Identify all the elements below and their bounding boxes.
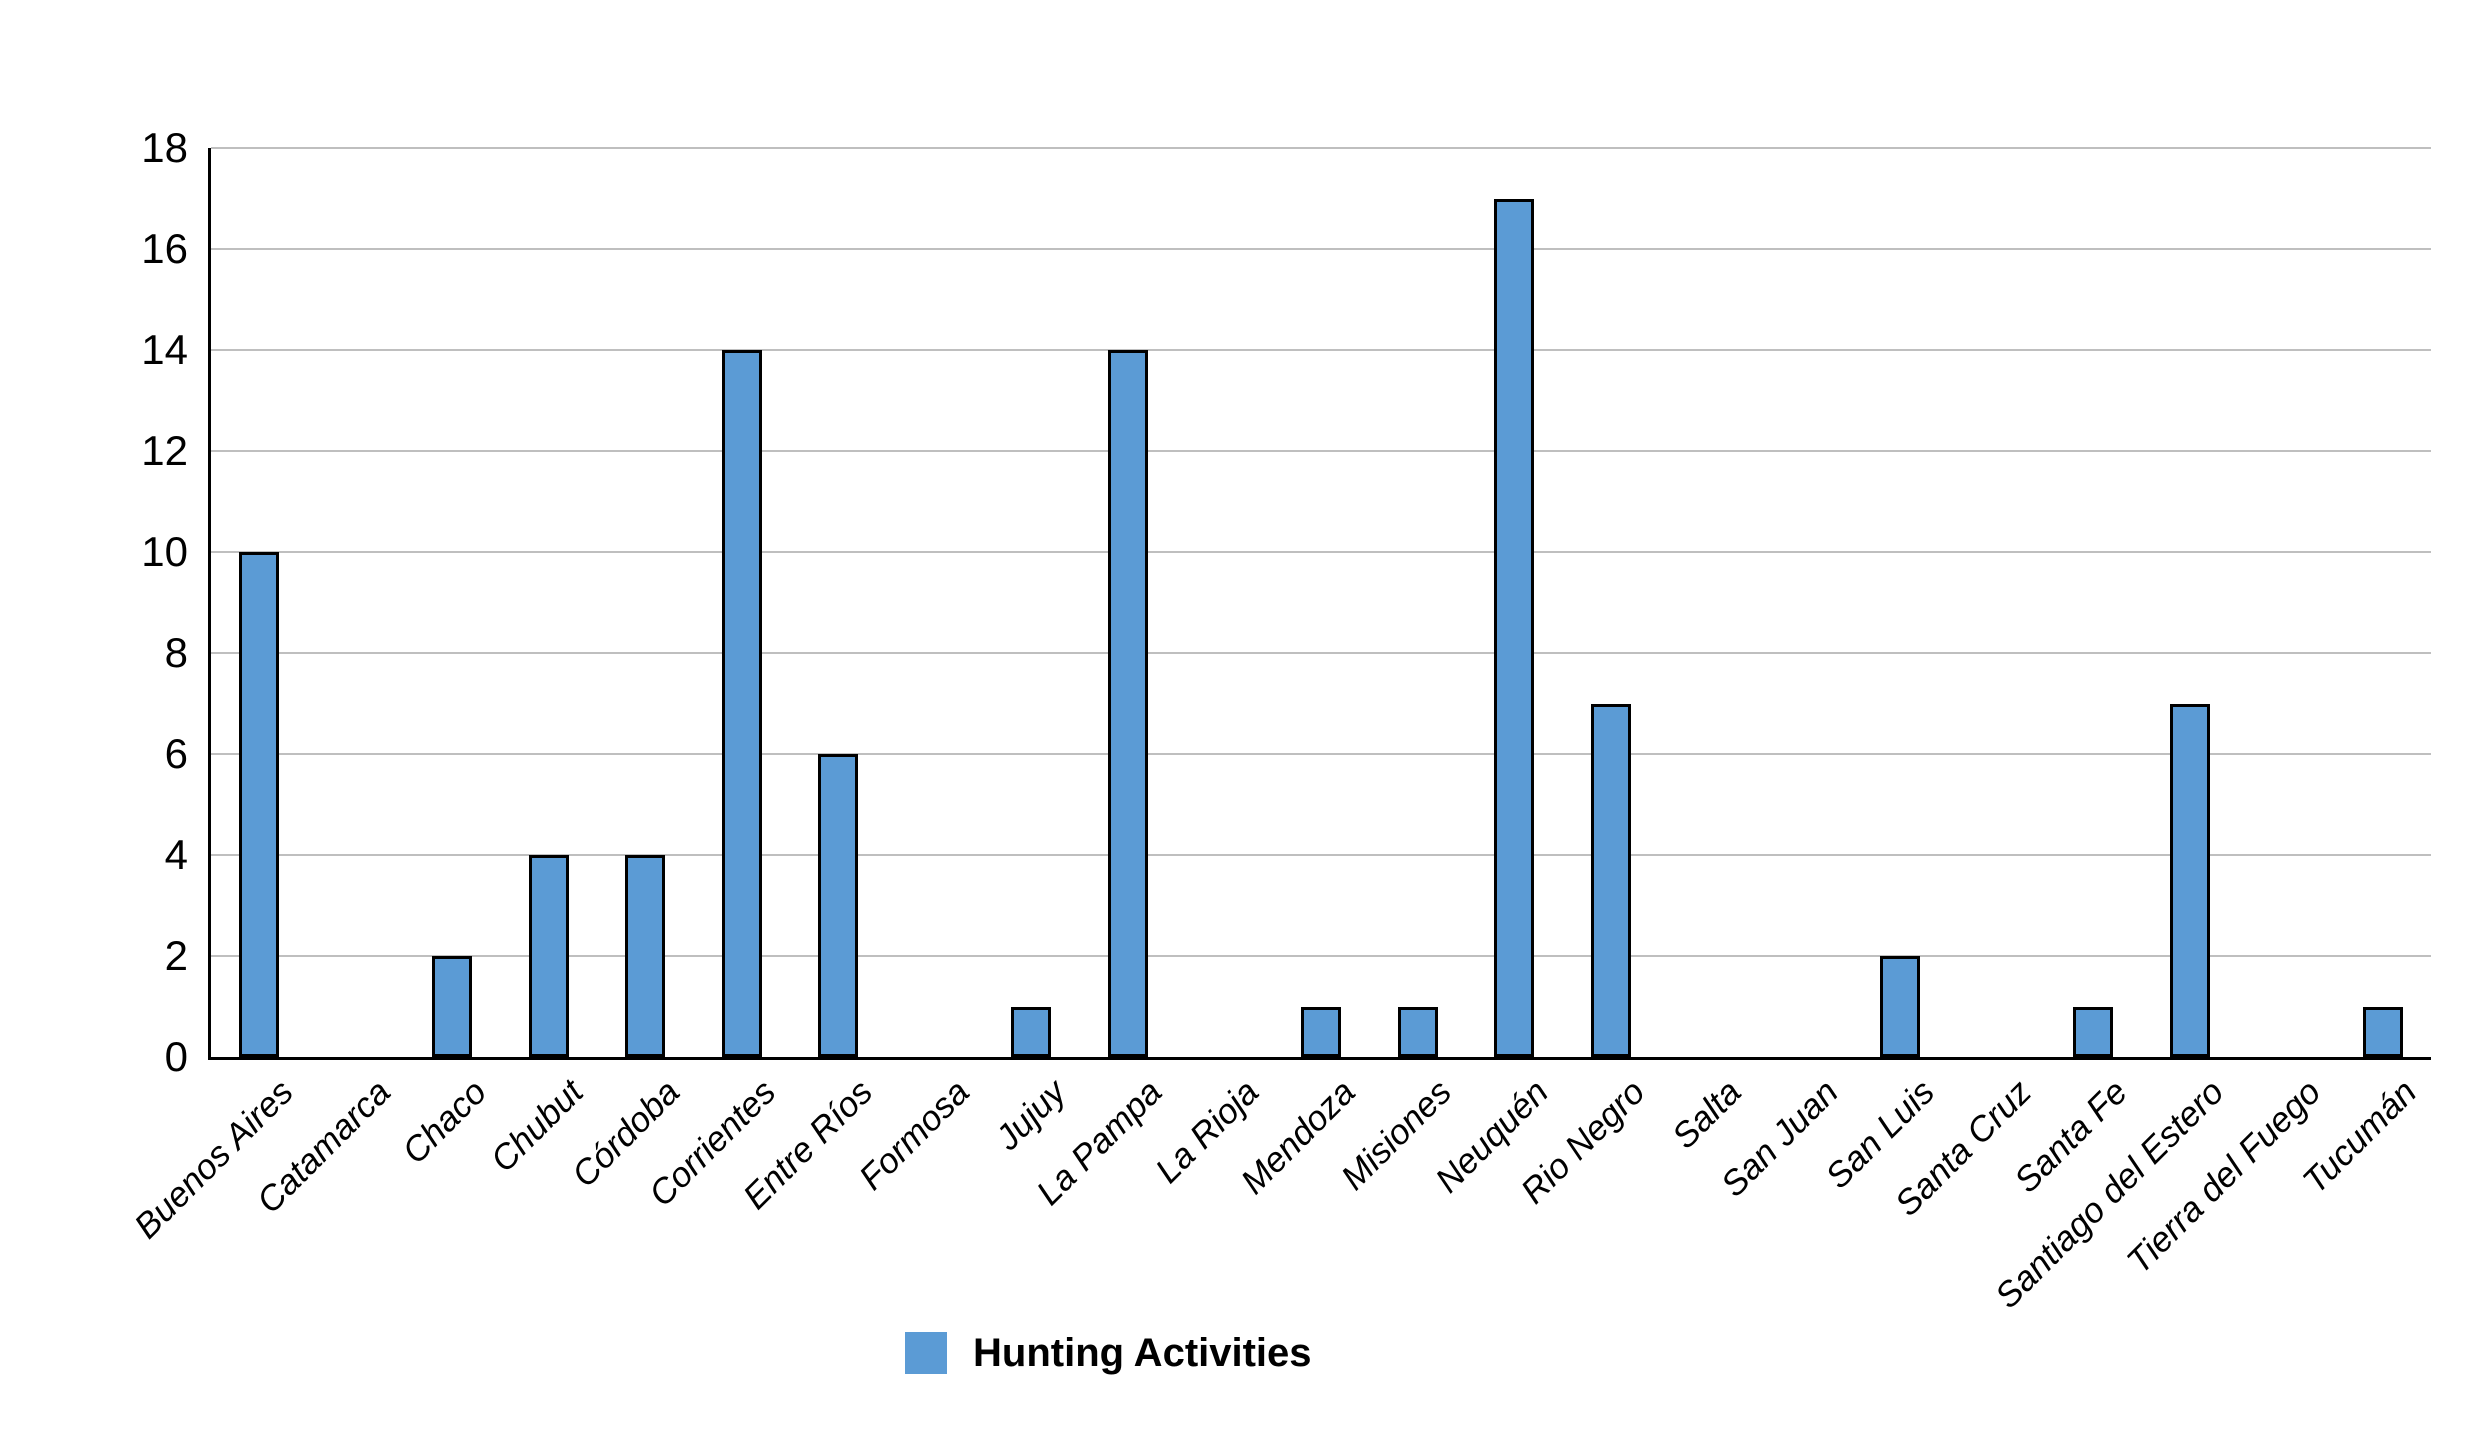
- bar-jujuy: [1011, 1006, 1052, 1057]
- bar-tucuman: [2362, 1006, 2403, 1057]
- x-tick-label-chaco: Chaco: [395, 1072, 495, 1172]
- y-tick-label-10: 10: [141, 528, 188, 575]
- legend: Hunting Activities: [905, 1332, 1312, 1374]
- gridline-4: [211, 854, 2431, 856]
- bar-rio-negro: [1590, 703, 1631, 1057]
- x-tick-label-jujuy: Jujuy: [987, 1072, 1074, 1158]
- bar-buenos-aires: [239, 552, 280, 1057]
- y-tick-label-2: 2: [164, 932, 188, 979]
- bar-mendoza: [1301, 1006, 1341, 1057]
- bar-san-luis: [1880, 956, 1921, 1057]
- y-tick-label-8: 8: [164, 629, 188, 676]
- gridline-16: [211, 248, 2431, 250]
- bar-cordoba: [625, 855, 666, 1057]
- y-tick-label-0: 0: [164, 1033, 188, 1080]
- bar-neuquen: [1494, 198, 1535, 1057]
- gridline-18: [211, 147, 2431, 149]
- bar-la-pampa: [1107, 350, 1148, 1057]
- y-tick-label-4: 4: [164, 831, 188, 878]
- gridline-2: [211, 955, 2431, 957]
- legend-swatch: [905, 1332, 947, 1374]
- gridline-8: [211, 652, 2431, 654]
- gridline-10: [211, 551, 2431, 553]
- gridline-14: [211, 349, 2431, 351]
- y-tick-label-18: 18: [141, 124, 188, 171]
- plot-area: [208, 147, 2431, 1060]
- y-tick-label-12: 12: [141, 427, 188, 474]
- bar-corrientes: [721, 350, 762, 1057]
- bar-chubut: [528, 855, 569, 1057]
- gridline-12: [211, 450, 2431, 452]
- y-tick-label-16: 16: [141, 225, 188, 272]
- gridline-6: [211, 753, 2431, 755]
- legend-label: Hunting Activities: [973, 1331, 1312, 1375]
- x-tick-label-buenos-aires: Buenos Aires: [127, 1072, 302, 1247]
- bar-entre-rios: [818, 754, 859, 1057]
- bar-chaco: [432, 956, 473, 1057]
- bar-santa-fe: [2073, 1006, 2114, 1057]
- bar-santiago-del-estero: [2169, 703, 2210, 1057]
- y-tick-label-6: 6: [164, 730, 188, 777]
- y-tick-label-14: 14: [141, 326, 188, 373]
- bar-misiones: [1397, 1006, 1438, 1057]
- x-tick-label-salta: Salta: [1664, 1072, 1749, 1157]
